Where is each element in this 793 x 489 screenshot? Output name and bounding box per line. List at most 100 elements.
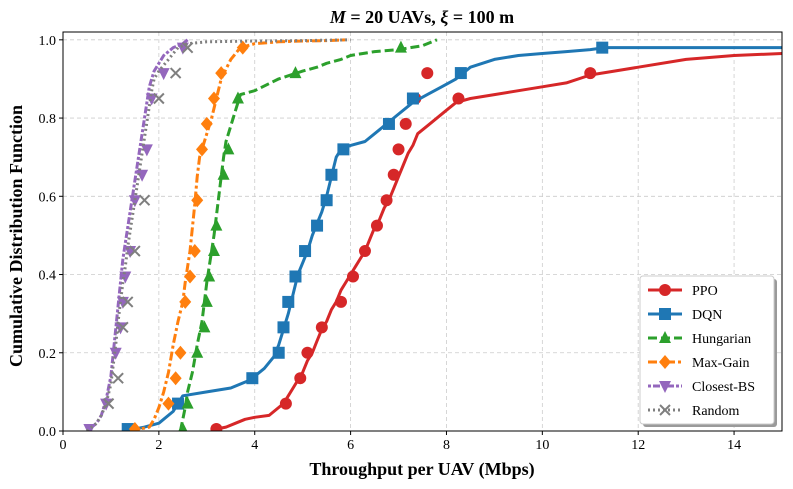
series-dqn [121,41,782,431]
point-dqn-12 [382,117,395,130]
point-dqn-11 [337,143,350,156]
point-hungarian-4 [200,294,213,307]
point-hungarian-12 [394,40,407,53]
point-hungarian-0 [178,422,188,431]
legend-label-random: Random [692,404,740,419]
y-tick-label-0: 0.0 [39,425,57,440]
point-hungarian-3 [198,320,211,333]
x-tick-label-5: 10 [535,438,549,453]
y-tick-label-4: 0.8 [39,112,57,127]
point-ppo-10 [387,168,400,181]
point-random-2 [117,321,129,334]
legend-label-dqn: DQN [692,308,722,323]
point-hungarian-1 [181,396,194,409]
point-dqn-9 [320,194,333,207]
point-ppo-3 [301,346,314,359]
point-max-gain-11 [215,66,228,81]
point-closest-bs-11 [157,68,170,81]
point-random-1 [112,372,124,384]
point-ppo-11 [392,143,405,156]
point-max-gain-6 [188,244,201,259]
point-max-gain-7 [191,193,204,208]
legend-label-max-gain: Max-Gain [692,356,750,371]
point-ppo-12 [399,117,412,130]
point-max-gain-12 [236,40,249,55]
point-max-gain-2 [169,371,182,386]
x-tick-label-7: 14 [727,438,741,453]
point-ppo-0 [210,423,223,431]
point-random-7 [169,67,182,79]
point-dqn-1 [172,397,185,410]
y-axis-ticks: 0.0 0.2 0.4 0.6 0.8 1.0 [39,34,63,440]
point-random-0 [102,397,115,410]
point-closest-bs-7 [128,195,141,208]
point-hungarian-2 [191,345,204,358]
y-axis-label: Cumulative Distribution Function [6,105,26,367]
series-line-hungarian [178,38,438,431]
x-tick-label-2: 4 [251,438,258,453]
point-closest-bs-0 [83,424,96,431]
point-dqn-7 [299,245,312,258]
point-closest-bs-8 [136,169,149,182]
point-hungarian-6 [207,244,220,257]
point-max-gain-10 [207,91,220,106]
point-ppo-8 [370,219,383,232]
legend-marker-ppo [659,284,671,296]
point-hungarian-11 [289,66,302,79]
title-part-2: = 100 m [448,7,514,27]
point-dqn-2 [246,372,259,385]
point-max-gain-5 [184,269,197,284]
point-ppo-4 [315,321,328,334]
x-axis-ticks: 0 2 4 6 8 10 12 14 [60,431,741,453]
plot-frame [62,31,783,432]
point-max-gain-0 [128,422,141,431]
x-tick-label-4: 8 [443,438,450,453]
point-max-gain-4 [179,294,192,309]
legend: PPO DQN Hungarian Max-Gain Closest-BS Random [639,275,777,427]
legend-label-ppo: PPO [692,284,718,299]
legend-marker-random [659,404,671,416]
point-dqn-13 [406,92,419,105]
series-line-closest-bs [86,38,189,431]
legend-marker-max-gain [659,355,671,369]
point-dqn-8 [311,219,324,232]
point-hungarian-9 [222,142,235,155]
point-closest-bs-9 [140,144,153,157]
x-tick-label-0: 0 [60,438,67,453]
point-random-4 [129,245,141,257]
point-hungarian-8 [217,167,230,180]
legend-marker-dqn [659,308,671,320]
x-tick-label-3: 6 [347,438,354,453]
point-ppo-16 [584,67,597,80]
point-closest-bs-5 [119,271,132,284]
point-dqn-3 [272,346,285,359]
point-dqn-6 [289,270,302,283]
x-tick-label-1: 2 [155,438,162,453]
series-hungarian [178,38,438,431]
series-line-dqn [124,46,782,431]
point-max-gain-1 [162,396,175,411]
point-dqn-4 [277,321,290,334]
title-var-xi: ξ [440,7,448,28]
legend-label-closest-bs: Closest-BS [692,380,755,395]
point-hungarian-5 [203,269,216,282]
point-ppo-15 [452,92,465,105]
legend-label-hungarian: Hungarian [692,332,751,347]
point-hungarian-10 [231,91,244,104]
point-ppo-7 [358,245,371,258]
chart-title: M = 20 UAVs, ξ = 100 m [329,7,514,28]
point-dqn-5 [282,295,295,308]
point-closest-bs-2 [109,347,122,360]
y-tick-label-2: 0.4 [39,269,57,284]
series-max-gain [128,38,349,431]
point-ppo-9 [380,194,393,207]
point-ppo-2 [294,372,307,385]
title-part-1: = 20 UAVs, [346,7,440,27]
point-dqn-0 [121,423,134,431]
point-ppo-14 [421,67,434,80]
point-hungarian-7 [210,218,223,231]
y-tick-label-5: 1.0 [39,34,57,49]
legend-marker-closest-bs [659,381,671,393]
series-random [86,38,351,431]
